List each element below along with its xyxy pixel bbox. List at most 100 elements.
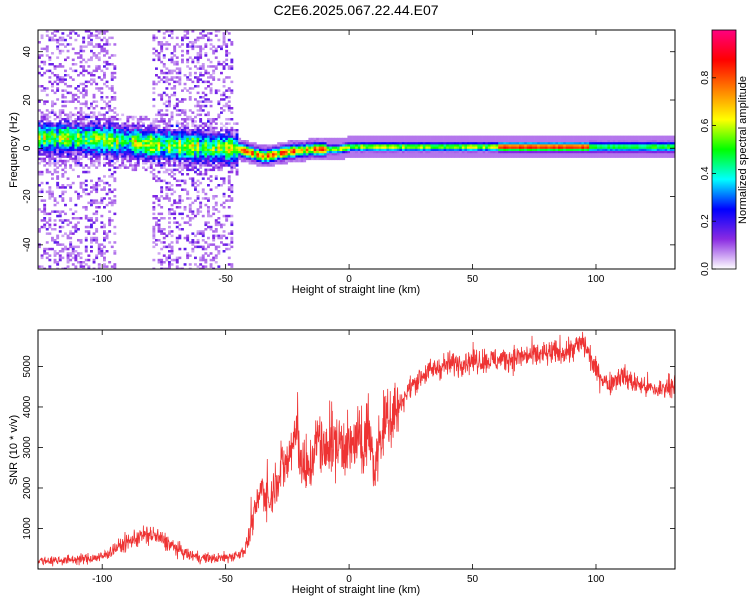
spectrogram-cell — [667, 148, 671, 152]
spectrogram-cell — [537, 140, 541, 143]
spectrogram-cell — [381, 155, 385, 158]
spectrogram-cell — [511, 140, 515, 143]
spectrogram-cell — [126, 144, 130, 147]
spectrogram-cell — [74, 223, 78, 227]
spectrogram-cell — [183, 148, 187, 152]
spectrogram-cell — [256, 151, 260, 154]
spectrogram-cell — [532, 151, 535, 154]
spectrogram-cell — [43, 126, 47, 130]
spectrogram-cell — [121, 126, 125, 130]
spectrogram-cell — [201, 155, 205, 158]
spectrogram-cell — [87, 267, 91, 269]
spectrogram-cell — [467, 148, 470, 152]
spectrogram-cell — [66, 131, 70, 134]
spectrogram-cell — [173, 137, 177, 141]
spectrogram-cell — [620, 146, 624, 150]
spectrogram-cell — [97, 126, 101, 130]
spectrogram-cell — [165, 151, 169, 154]
spectrogram-cell — [66, 140, 70, 143]
spectrogram-cell — [160, 162, 164, 165]
spectrogram-cell — [90, 126, 93, 130]
spectrogram-cell — [290, 159, 294, 163]
spectrogram-cell — [282, 157, 286, 161]
spectrogram-cell — [87, 166, 91, 169]
spectrogram-cell — [391, 137, 395, 141]
spectrogram-cell — [222, 230, 226, 233]
spectrogram-cell — [487, 151, 491, 154]
spectrogram-cell — [45, 256, 49, 260]
spectrogram-cell — [201, 47, 205, 51]
spectrogram-cell — [139, 142, 143, 145]
spectrogram-cell — [162, 65, 166, 68]
spectrogram-cell — [324, 151, 327, 154]
spectrogram-cell — [643, 135, 647, 139]
spectrogram-cell — [58, 36, 62, 40]
spectrogram-cell — [430, 148, 434, 152]
spectrogram-cell — [646, 146, 650, 150]
spectrogram-cell — [53, 142, 57, 145]
spectrogram-cell — [662, 142, 665, 145]
spectrogram-cell — [477, 140, 481, 143]
spectrogram-cell — [97, 157, 101, 161]
spectrogram-cell — [108, 109, 112, 112]
spectrogram-cell — [79, 186, 83, 189]
spectrogram-cell — [66, 122, 70, 125]
spectrogram-cell — [64, 124, 67, 128]
spectrogram-cell — [168, 168, 171, 172]
spectrogram-cell — [188, 135, 192, 139]
spectrogram-cell — [477, 137, 481, 141]
spectrogram-cell — [155, 135, 158, 139]
spectrogram-cell — [123, 129, 127, 132]
spectrogram-cell — [116, 133, 119, 136]
spectrogram-cell — [165, 162, 169, 165]
spectrogram-cell — [214, 91, 218, 95]
spectrogram-cell — [196, 153, 200, 156]
spectrogram-cell — [71, 78, 75, 81]
spectrogram-cell — [108, 36, 112, 40]
spectrogram-cell — [66, 177, 70, 180]
spectrogram-cell — [204, 104, 208, 108]
spectrogram-cell — [222, 206, 226, 209]
spectrogram-cell — [214, 140, 218, 143]
spectrogram-cell — [313, 144, 317, 147]
spectrogram-cell — [82, 181, 86, 185]
spectrogram-cell — [204, 43, 208, 46]
spectrogram-cell — [295, 142, 299, 145]
spectrogram-cell — [194, 65, 197, 68]
spectrogram-cell — [110, 122, 114, 125]
spectrogram-cell — [259, 159, 262, 163]
spectrogram-cell — [649, 148, 652, 152]
spectrogram-cell — [82, 124, 86, 128]
spectrogram-cell — [191, 47, 195, 51]
spectrogram-cell — [430, 140, 434, 143]
spectrogram-cell — [116, 137, 119, 141]
spectrogram-cell — [482, 155, 486, 158]
spectrogram-cell — [61, 225, 65, 229]
spectrogram-cell — [82, 67, 86, 70]
spectrogram-cell — [103, 129, 106, 132]
spectrogram-cell — [199, 170, 203, 174]
spectrogram-cell — [170, 137, 174, 141]
spectrogram-cell — [672, 146, 675, 150]
colorbar-tick-label: 0.4 — [700, 166, 711, 180]
spectrogram-cell — [513, 151, 517, 154]
spectrogram-cell — [79, 82, 83, 86]
spectrogram-cell — [136, 129, 140, 132]
spectrogram-cell — [100, 131, 104, 134]
spectrogram-cell — [95, 67, 99, 70]
spectrogram-cell — [175, 76, 179, 79]
spectrogram-cell — [58, 153, 62, 156]
spectrogram-cell — [363, 144, 366, 147]
spectrogram-cell — [222, 67, 226, 70]
spectrogram-cell — [160, 142, 164, 145]
spectrogram-cell — [529, 153, 533, 156]
spectrogram-cell — [69, 230, 73, 233]
spectrogram-cell — [469, 135, 473, 139]
spectrogram-cell — [95, 153, 99, 156]
spectrogram-cell — [82, 148, 86, 152]
spectrogram-cell — [230, 155, 234, 158]
spectrogram-cell — [152, 124, 156, 128]
spectrogram-cell — [222, 159, 226, 163]
spectrogram-cell — [186, 115, 190, 119]
spectrogram-cell — [227, 65, 231, 68]
